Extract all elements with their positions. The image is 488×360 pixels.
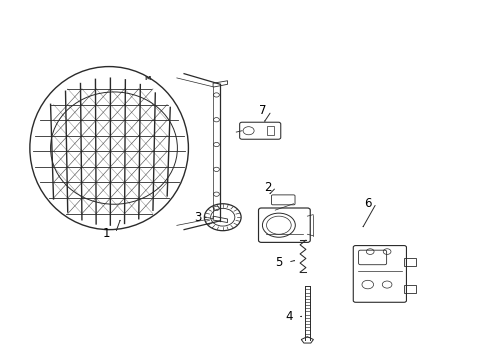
Text: 6: 6 [363, 197, 371, 210]
Bar [403, 285, 415, 293]
Text: M: M [144, 76, 151, 81]
Text: 7: 7 [259, 104, 266, 117]
Bar [403, 258, 415, 266]
Bar [267, 126, 273, 135]
Text: 1: 1 [103, 227, 110, 240]
Text: 3: 3 [194, 211, 201, 224]
Text: 2: 2 [264, 181, 271, 194]
Text: 4: 4 [285, 310, 292, 323]
Text: 5: 5 [275, 256, 283, 269]
